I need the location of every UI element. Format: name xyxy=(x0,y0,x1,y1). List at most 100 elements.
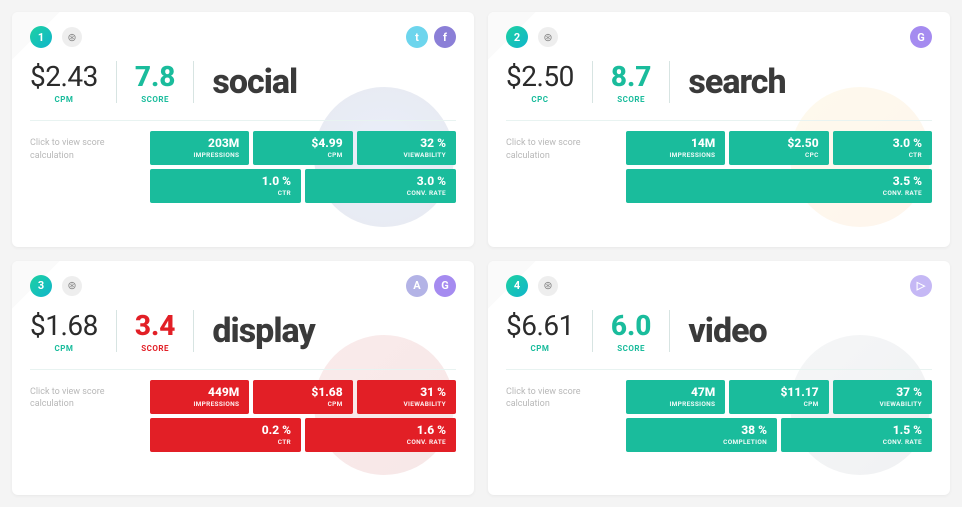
metric-tile[interactable]: 203M IMPRESSIONS xyxy=(150,131,249,165)
twitter-icon[interactable]: t xyxy=(406,26,428,48)
metric-tile[interactable]: 32 % VIEWABILITY xyxy=(357,131,456,165)
metric-tile[interactable]: 449M IMPRESSIONS xyxy=(150,380,249,414)
cost-label: CPM xyxy=(506,344,574,353)
metric-label: CPC xyxy=(805,151,819,159)
metric-tile[interactable]: 3.0 % CTR xyxy=(833,131,932,165)
channel-card-social: 1⊛tf $2.43 CPM 7.8 SCORE social Click to view … xyxy=(12,12,474,247)
metric-tile[interactable]: 1.6 % CONV. RATE xyxy=(305,418,456,452)
channel-card-video: 4 ⊛ ▷ $6.61 CPM 6.0 SCORE video Click to view sc… xyxy=(488,261,950,496)
cost-label: CPM xyxy=(30,95,98,104)
score-label: SCORE xyxy=(135,95,176,104)
channel-title: social xyxy=(212,62,297,102)
card-hero: $2.50 CPC 8.7 SCORE search xyxy=(506,60,932,104)
metric-label: CONV. RATE xyxy=(883,438,922,446)
metric-value: 449M xyxy=(208,386,239,398)
metric-label: IMPRESSIONS xyxy=(193,400,239,408)
metric-value: 31 % xyxy=(420,386,446,398)
metric-tile[interactable]: 31 % VIEWABILITY xyxy=(357,380,456,414)
facebook-icon[interactable]: f xyxy=(434,26,456,48)
card-number-badge: 4 xyxy=(506,275,528,297)
metric-label: IMPRESSIONS xyxy=(669,151,715,159)
video-icon[interactable]: ▷ xyxy=(910,275,932,297)
metric-label: CONV. RATE xyxy=(883,189,922,197)
score-value: 8.7 xyxy=(611,60,652,93)
metric-tile[interactable]: $1.68 CPM xyxy=(253,380,352,414)
metric-value: $1.68 xyxy=(311,386,342,398)
metric-tile[interactable]: 1.5 % CONV. RATE xyxy=(781,418,932,452)
metric-label: CPM xyxy=(328,400,343,408)
card-hero: $2.43 CPM 7.8 SCORE social xyxy=(30,60,456,104)
metric-tile[interactable]: 47MIMPRESSIONS xyxy=(626,380,725,414)
metric-value: 47M xyxy=(691,386,715,398)
card-top: 1⊛tf xyxy=(30,26,456,48)
channel-card-display: 3⊛AG$1.68CPM3.4SCOREdisplayClick to view… xyxy=(12,261,474,496)
score-value: 6.0 xyxy=(611,309,652,342)
metric-value: 1.6 % xyxy=(417,424,446,436)
metric-value: 32 % xyxy=(420,137,446,149)
metric-label: CPM xyxy=(804,400,819,408)
channel-title: search xyxy=(688,62,785,102)
metric-value: 14M xyxy=(691,137,715,149)
metric-label: VIEWABILITY xyxy=(403,151,446,159)
metric-value: 1.5 % xyxy=(893,424,922,436)
card-top: 4 ⊛ ▷ xyxy=(506,275,932,297)
score-value: 7.8 xyxy=(135,60,176,93)
calculation-hint[interactable]: Click to view score calculation xyxy=(506,131,616,203)
metric-value: 3.0 % xyxy=(893,137,922,149)
metric-label: CTR xyxy=(278,438,291,446)
metric-tile[interactable]: 37 % VIEWABILITY xyxy=(833,380,932,414)
brand-icon: ⊛ xyxy=(538,276,558,296)
cost-value: $2.43 xyxy=(30,60,98,93)
metric-value: 0.2 % xyxy=(262,424,291,436)
card-number-badge: 1 xyxy=(30,26,52,48)
channel-title: video xyxy=(688,311,766,351)
metric-value: 1.0 % xyxy=(262,175,291,187)
score-label: SCORE xyxy=(611,344,652,353)
metric-label: CTR xyxy=(909,151,922,159)
metric-tile[interactable]: $2.50CPC xyxy=(729,131,828,165)
calculation-hint[interactable]: Click to view score calculation xyxy=(30,380,140,452)
cost-value: $1.68 xyxy=(30,309,98,342)
metric-tile[interactable]: $11.17 CPM xyxy=(729,380,828,414)
google-icon[interactable]: G xyxy=(910,26,932,48)
card-hero: $6.61 CPM 6.0 SCORE video xyxy=(506,309,932,353)
google-icon[interactable]: G xyxy=(434,275,456,297)
metric-label: CPM xyxy=(328,151,343,159)
card-top: 3 ⊛ AG xyxy=(30,275,456,297)
metric-tile[interactable]: 38 % COMPLETION xyxy=(626,418,777,452)
metric-value: 37 % xyxy=(896,386,922,398)
metric-tile[interactable]: 3.0 % CONV. RATE xyxy=(305,169,456,203)
channel-title: display xyxy=(212,311,314,351)
cost-value: $2.50 xyxy=(506,60,574,93)
score-label: SCORE xyxy=(611,95,652,104)
card-hero: $1.68CPM3.4SCOREdisplay xyxy=(30,309,456,353)
metric-label: COMPLETION xyxy=(723,438,767,446)
card-number-badge: 2 xyxy=(506,26,528,48)
brand-icon: ⊛ xyxy=(538,27,558,47)
metric-label: VIEWABILITY xyxy=(403,400,446,408)
metric-tile[interactable]: 0.2 % CTR xyxy=(150,418,301,452)
metric-tile[interactable]: $4.99 CPM xyxy=(253,131,352,165)
metric-label: IMPRESSIONS xyxy=(193,151,239,159)
metric-label: CONV. RATE xyxy=(407,189,446,197)
metric-label: CONV. RATE xyxy=(407,438,446,446)
metric-value: $11.17 xyxy=(781,386,819,398)
card-number-badge: 3 xyxy=(30,275,52,297)
score-value: 3.4 xyxy=(135,309,176,342)
cost-label: CPM xyxy=(30,344,98,353)
channel-card-search: 2⊛G$2.50CPC8.7SCOREsearchClick to view s… xyxy=(488,12,950,247)
calculation-hint[interactable]: Click to view score calculation xyxy=(506,380,616,452)
cost-value: $6.61 xyxy=(506,309,574,342)
metric-value: $4.99 xyxy=(311,137,342,149)
cost-label: CPC xyxy=(506,95,574,104)
metric-label: VIEWABILITY xyxy=(879,400,922,408)
metric-tile[interactable]: 1.0 %CTR xyxy=(150,169,301,203)
metric-value: 3.0 % xyxy=(417,175,446,187)
brand-icon: ⊛ xyxy=(62,276,82,296)
metric-value: 38 % xyxy=(741,424,767,436)
metric-value: 203M xyxy=(208,137,239,149)
metric-tile[interactable]: 14M IMPRESSIONS xyxy=(626,131,725,165)
calculation-hint[interactable]: Click to view score calculation xyxy=(30,131,140,203)
adroll-icon[interactable]: A xyxy=(406,275,428,297)
metric-tile[interactable]: 3.5 %CONV. RATE xyxy=(626,169,932,203)
